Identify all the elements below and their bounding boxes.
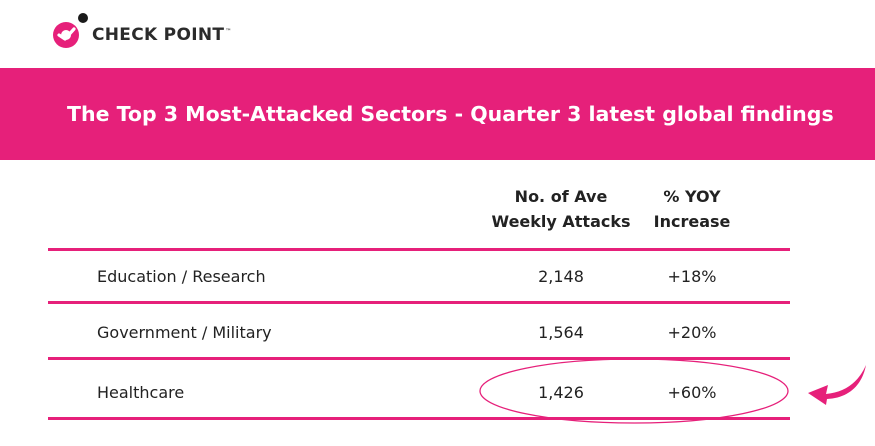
check-point-logo: CHECK POINT™	[48, 12, 232, 52]
row-yoy-value: +18%	[667, 266, 717, 286]
table-divider	[48, 417, 790, 420]
column-header-yoy-line2: Increase	[653, 212, 731, 231]
row-weekly-attacks-value: 2,148	[538, 266, 584, 286]
table-row: Government / Military 1,564 +20%	[48, 307, 790, 357]
column-header-weekly-attacks: No. of Ave Weekly Attacks	[486, 184, 636, 234]
row-sector-label: Education / Research	[97, 266, 266, 286]
column-header-yoy-increase: % YOY Increase	[636, 184, 748, 234]
table-divider	[48, 248, 790, 251]
row-weekly-attacks-value: 1,564	[538, 322, 584, 342]
row-sector-label: Healthcare	[97, 382, 185, 402]
column-header-weekly-attacks-line2: Weekly Attacks	[491, 212, 631, 231]
row-yoy-value: +20%	[667, 322, 717, 342]
check-point-logo-icon	[53, 13, 88, 48]
trademark-symbol: ™	[225, 28, 232, 36]
row-weekly-attacks-value: 1,426	[538, 382, 584, 402]
title-banner: The Top 3 Most-Attacked Sectors - Quarte…	[0, 68, 875, 160]
sectors-table: No. of Ave Weekly Attacks % YOY Increase…	[48, 160, 790, 446]
table-divider	[48, 357, 790, 360]
row-yoy-value: +60%	[667, 382, 717, 402]
curved-arrow-icon	[808, 365, 866, 405]
table-row-highlighted: Healthcare 1,426 +60%	[48, 367, 790, 417]
table-divider	[48, 301, 790, 304]
row-sector-label: Government / Military	[97, 322, 272, 342]
logo-text: CHECK POINT™	[92, 25, 232, 45]
column-header-yoy-line1: % YOY	[663, 187, 721, 206]
column-header-weekly-attacks-line1: No. of Ave	[514, 187, 608, 206]
page-title: The Top 3 Most-Attacked Sectors - Quarte…	[67, 102, 834, 126]
table-row: Education / Research 2,148 +18%	[48, 251, 790, 301]
